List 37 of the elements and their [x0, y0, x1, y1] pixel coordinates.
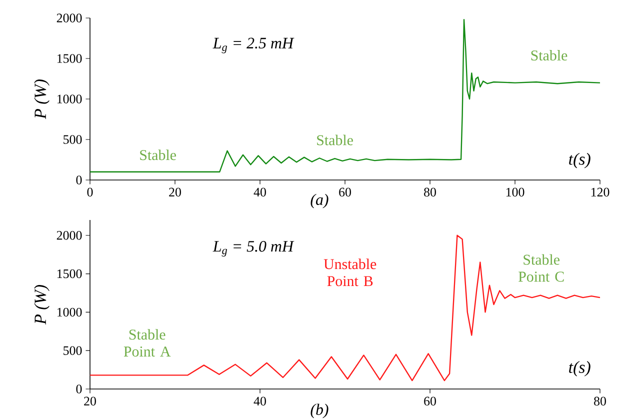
- text: (a): [310, 194, 328, 208]
- y-tick-label: 2000: [56, 14, 82, 22]
- y-tick-label: 2000: [56, 230, 82, 240]
- x-tick-label: 20: [84, 396, 96, 406]
- y-axis-title: P (W): [34, 80, 50, 120]
- x-tick-label: 60: [424, 396, 436, 406]
- x-tick-label: 40: [254, 188, 266, 197]
- x-tick-label: 40: [254, 396, 266, 406]
- y-tick-label: 1000: [57, 308, 82, 317]
- x-axis-title: t(s): [569, 361, 590, 376]
- annotation: Stable: [317, 134, 353, 146]
- y-tick-label: 500: [64, 135, 82, 144]
- annotation: Stable Point A: [124, 329, 171, 357]
- x-tick-label: 120: [591, 188, 610, 197]
- annotation: L$_{g}$ = 5.0 mH: [212, 240, 294, 257]
- x-tick-label: 80: [424, 188, 436, 197]
- annotation: Stable: [531, 50, 568, 61]
- x-axis-title: t(s): [569, 152, 590, 168]
- y-tick-label: 1000: [57, 94, 82, 104]
- x-tick-label: 80: [594, 396, 606, 406]
- x-tick-label: 60: [339, 188, 351, 197]
- x-tick-label: 100: [506, 188, 524, 197]
- y-tick-label: 500: [64, 346, 82, 355]
- x-tick-label: 0: [87, 188, 93, 197]
- line-series: [89, 19, 601, 172]
- y-tick-label: 0: [76, 176, 82, 184]
- text: (b): [310, 404, 328, 418]
- x-tick-label: 20: [169, 188, 181, 197]
- annotation: L$_{g}$ = 2.5 mH: [212, 38, 294, 54]
- annotation: Stable: [140, 150, 176, 160]
- y-axis-title: P (W): [34, 285, 50, 325]
- line-series: [89, 234, 601, 382]
- y-tick-label: 1500: [57, 54, 82, 63]
- y-tick-label: 0: [76, 384, 82, 394]
- annotation: Unstable Point B: [324, 258, 376, 286]
- y-tick-label: 1500: [57, 269, 82, 278]
- annotation: Stable Point C: [518, 254, 564, 282]
